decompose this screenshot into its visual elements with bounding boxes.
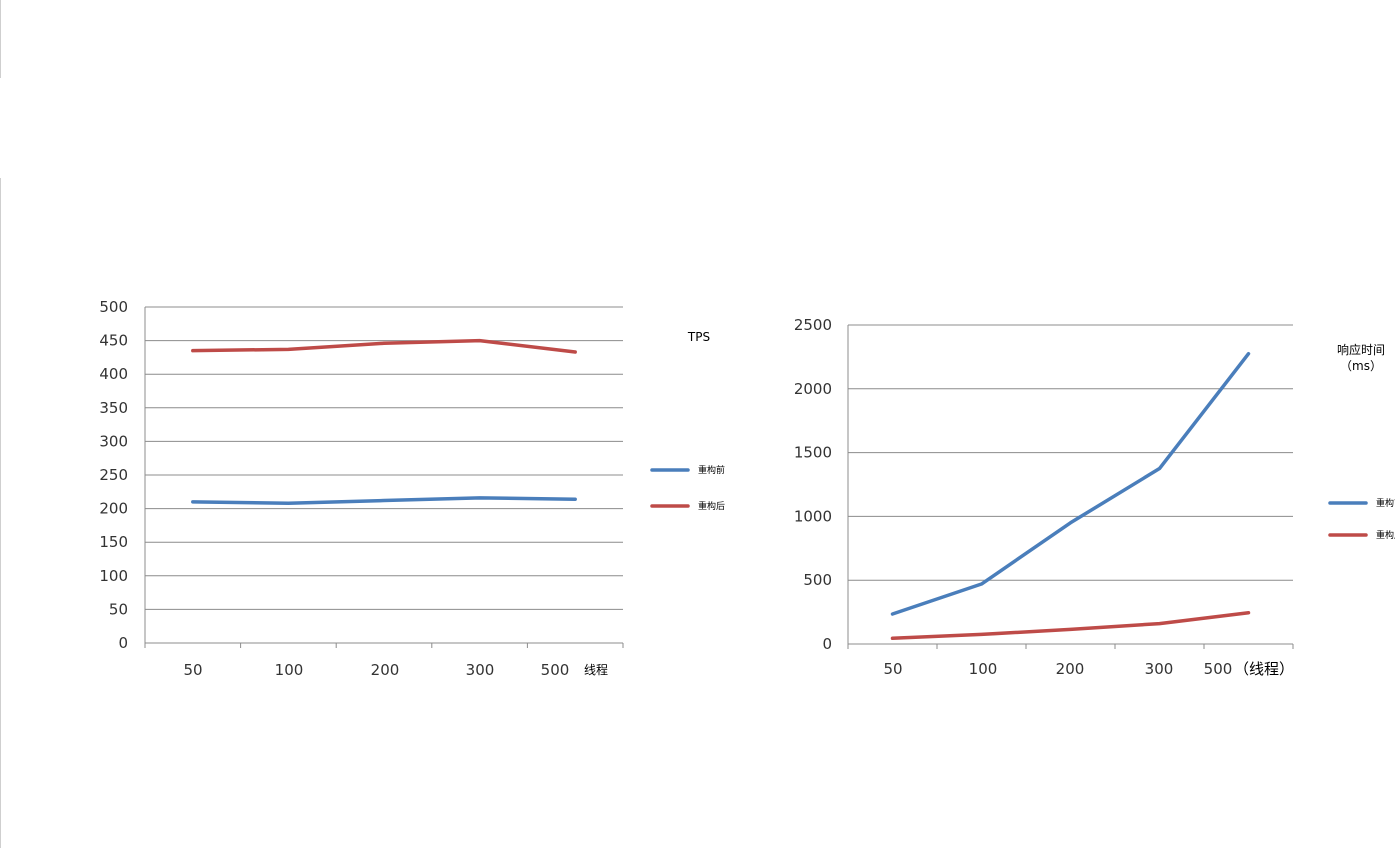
rt-series-line-before	[890, 351, 1251, 616]
tps-x-tick-label: 50	[183, 661, 202, 679]
left-border-line-top	[0, 0, 1, 78]
rt-x-axis	[847, 325, 1294, 649]
tps-chart-title: TPS	[687, 330, 710, 344]
tps-series-line-after	[191, 338, 577, 354]
rt-chart-title: 响应时间	[1337, 342, 1385, 357]
tps-y-tick-label: 50	[109, 600, 128, 618]
tps-x-tick-labels: 50 100 200 300 500	[183, 661, 569, 679]
rt-x-unit-label: （线程）	[1234, 660, 1294, 678]
rt-x-tick-labels: 50 100 200 300 500	[883, 660, 1232, 678]
rt-y-tick-labels: 0 500 1000 1500 2000 2500	[794, 316, 832, 653]
tps-y-tick-label: 450	[99, 332, 128, 350]
rt-legend-label-before: 重构前	[1376, 497, 1395, 509]
tps-y-tick-label: 0	[118, 634, 128, 652]
rt-x-tick-label: 50	[883, 660, 902, 678]
rt-legend-label-after: 重构后	[1376, 529, 1395, 541]
rt-y-tick-label: 0	[822, 635, 832, 653]
rt-y-tick-label: 1000	[794, 507, 832, 525]
rt-x-tick-label: 100	[969, 660, 998, 678]
tps-y-tick-label: 500	[99, 298, 128, 316]
tps-chart: 0 50 100 150 200 250 300 350 400 450 500 50 100 200 3…	[99, 298, 725, 679]
tps-x-unit-label: 线程	[584, 662, 608, 677]
tps-x-tick-label: 100	[275, 661, 304, 679]
tps-x-tick-label: 200	[371, 661, 400, 679]
rt-y-tick-label: 2000	[794, 380, 832, 398]
tps-y-tick-label: 250	[99, 466, 128, 484]
tps-y-tick-label: 400	[99, 365, 128, 383]
tps-y-tick-label: 100	[99, 567, 128, 585]
rt-gridlines	[848, 324, 1293, 645]
tps-series-line-before	[191, 496, 577, 505]
tps-gridlines	[145, 306, 623, 644]
rt-y-tick-label: 2500	[794, 316, 832, 334]
tps-x-tick-label: 300	[466, 661, 495, 679]
tps-x-axis	[144, 307, 624, 648]
tps-y-tick-label: 350	[99, 399, 128, 417]
tps-y-tick-labels: 0 50 100 150 200 250 300 350 400 450 500	[99, 298, 128, 652]
tps-y-tick-label: 200	[99, 500, 128, 518]
rt-y-tick-label: 1500	[794, 444, 832, 462]
tps-x-tick-label: 500	[541, 661, 570, 679]
rt-y-tick-label: 500	[803, 571, 832, 589]
rt-x-tick-label: 200	[1056, 660, 1085, 678]
tps-y-tick-label: 300	[99, 432, 128, 450]
rt-series	[890, 351, 1251, 641]
rt-chart-title-unit: （ms）	[1340, 359, 1382, 373]
rt-x-tick-label: 500	[1204, 660, 1233, 678]
tps-series	[191, 338, 577, 505]
tps-y-tick-label: 150	[99, 533, 128, 551]
left-border-line-bottom	[0, 178, 1, 848]
tps-legend-label-after: 重构后	[698, 500, 725, 512]
rt-series-line-after	[890, 610, 1251, 641]
response-time-chart: 0 500 1000 1500 2000 2500 50 100 200 300 500 响应时间…	[794, 316, 1395, 678]
rt-x-tick-label: 300	[1145, 660, 1174, 678]
tps-legend-label-before: 重构前	[698, 464, 725, 476]
